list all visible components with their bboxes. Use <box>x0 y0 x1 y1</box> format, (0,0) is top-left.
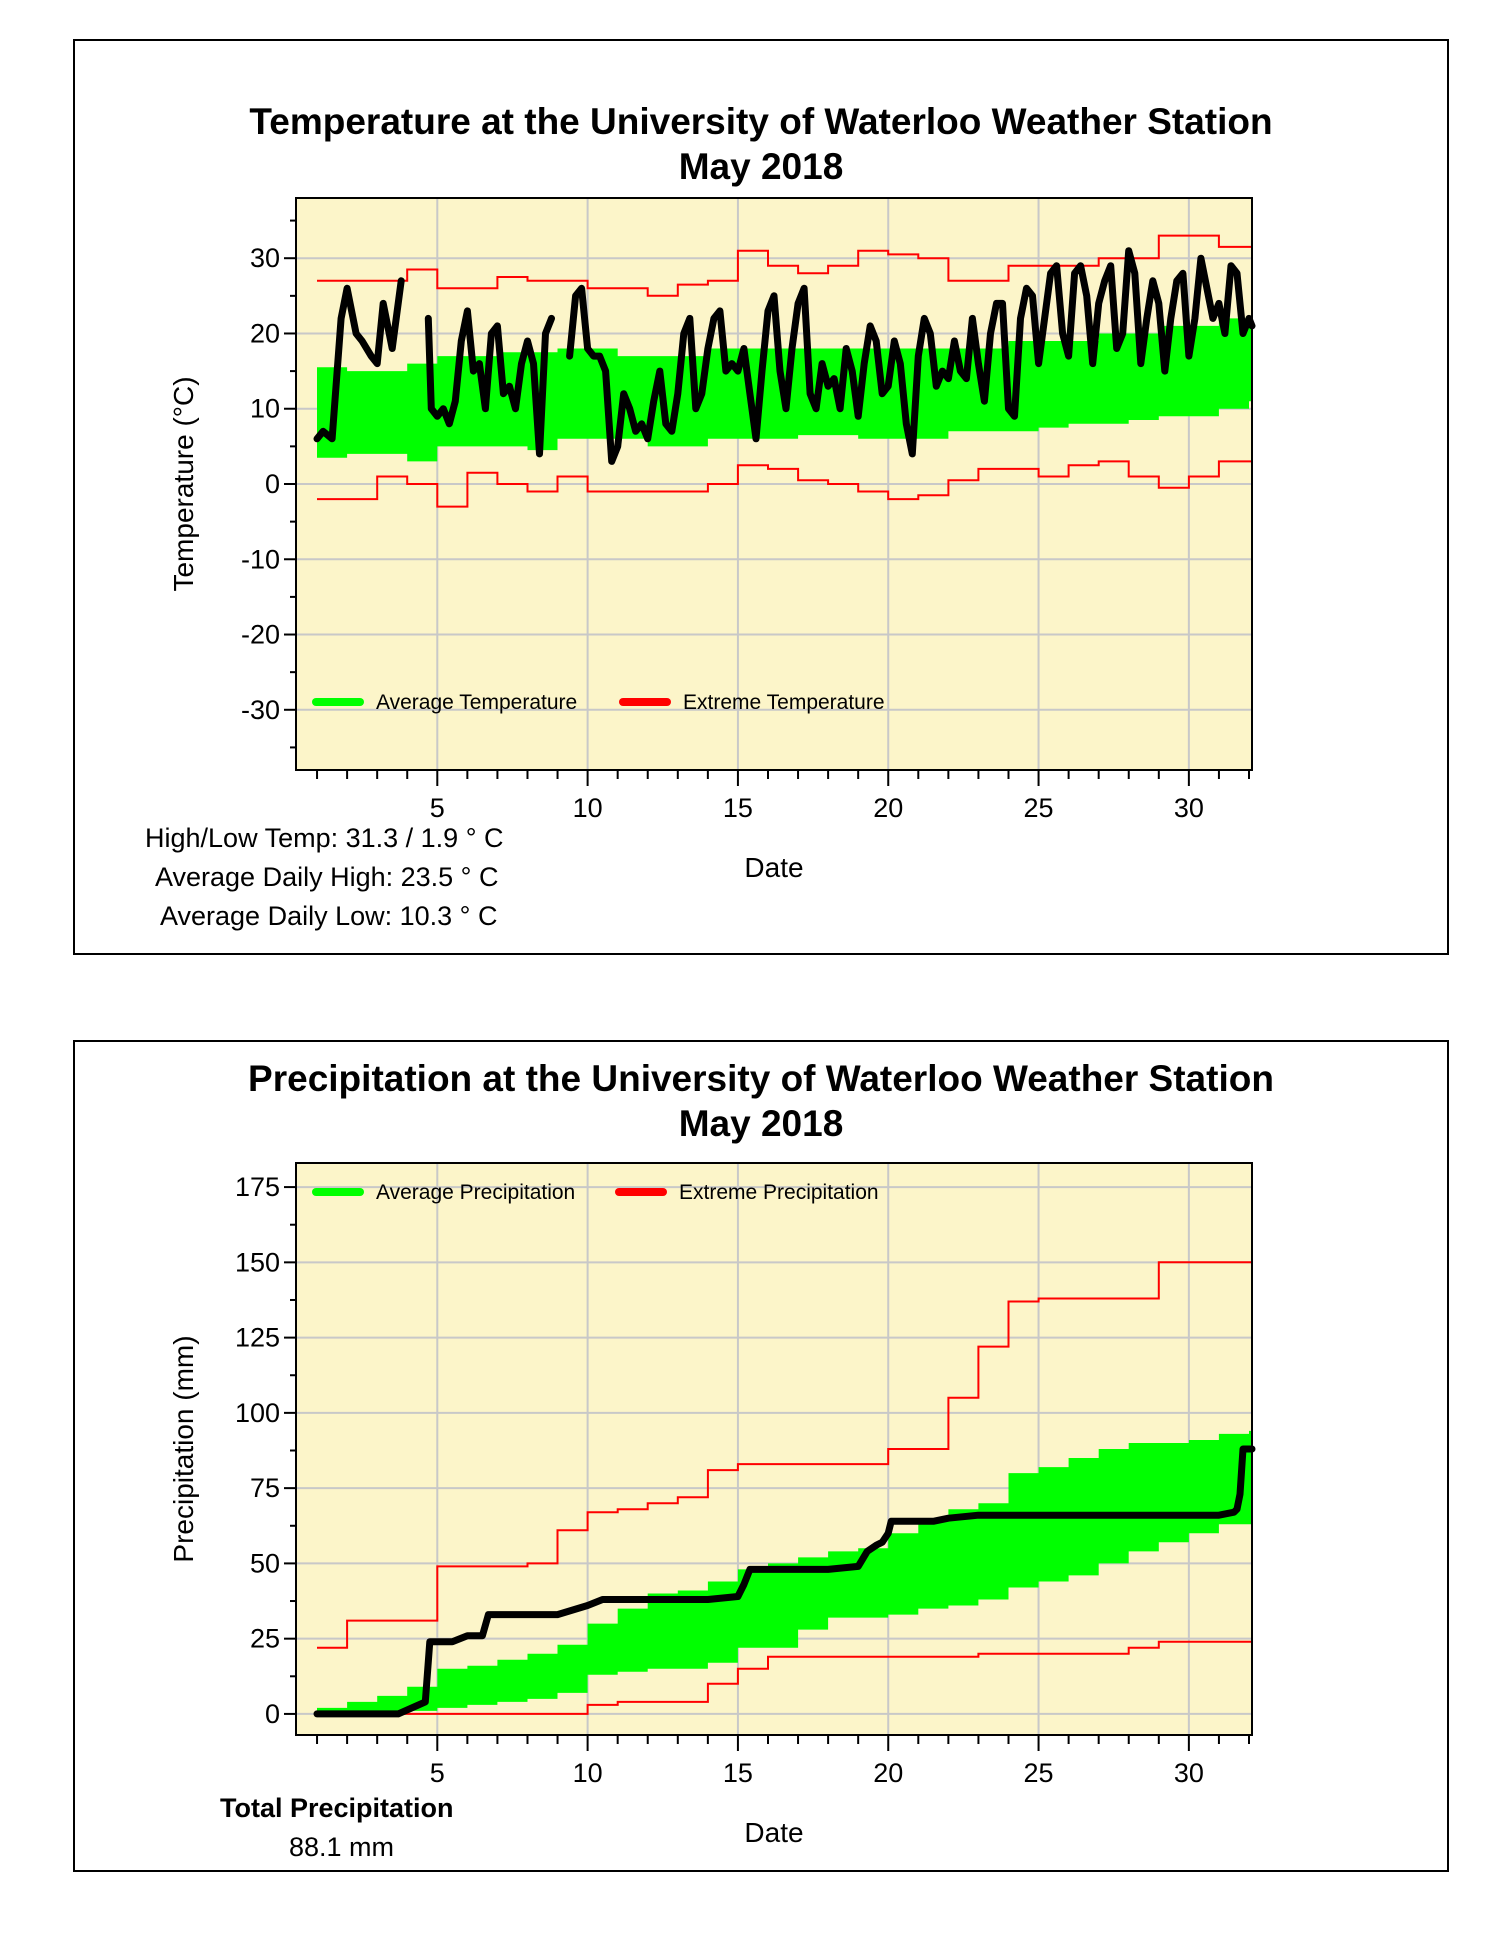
temp-observed-line <box>313 277 405 443</box>
precip-legend-average-label: Average Precipitation <box>376 1181 575 1204</box>
temp-extreme-line <box>317 234 1252 297</box>
precip-x-tick-label: 30 <box>1174 1758 1204 1788</box>
temp-x-tick-label: 30 <box>1174 793 1204 823</box>
precip-plot-frame <box>295 1162 1253 1736</box>
precip-y-tick-label: 150 <box>235 1247 280 1277</box>
precip-extreme-line <box>317 1261 1252 1649</box>
temp-x-axis-label: Date <box>744 852 803 883</box>
average-daily-low-stat: Average Daily Low: 10.3 ° C <box>160 901 498 931</box>
precip-x-tick-label: 25 <box>1024 1758 1054 1788</box>
precipitation-panel: Precipitation at the University of Water… <box>73 1040 1449 1872</box>
precip-y-tick-label: 125 <box>235 1323 280 1353</box>
precip-x-tick-label: 10 <box>573 1758 603 1788</box>
temperature-panel: Temperature at the University of Waterlo… <box>73 39 1449 955</box>
temperature-chart: -30 -20 -10 0 10 20 30 5 10 15 20 25 30 Date Temperatu… <box>168 197 1256 883</box>
temp-x-tick-label: 25 <box>1024 793 1054 823</box>
precip-extreme-line <box>317 1640 1252 1715</box>
precipitation-title-line2: May 2018 <box>678 1103 844 1144</box>
temp-x-tick-label: 20 <box>873 793 903 823</box>
temp-observed-line <box>566 247 1256 465</box>
high-low-temp-stat: High/Low Temp: 31.3 / 1.9 ° C <box>145 823 504 853</box>
temp-x-tick-label: 10 <box>573 793 603 823</box>
precip-y-tick-label: 75 <box>250 1473 280 1503</box>
temp-legend-extreme-label: Extreme Temperature <box>683 691 885 714</box>
precip-y-tick-label: 0 <box>265 1699 280 1729</box>
total-precipitation-value: 88.1 mm <box>289 1832 395 1862</box>
temp-y-tick-label: 30 <box>250 243 280 273</box>
precipitation-title-line1: Precipitation at the University of Water… <box>248 1058 1274 1099</box>
precip-y-tick-label: 25 <box>250 1624 280 1654</box>
precip-y-tick-label: 100 <box>235 1398 280 1428</box>
precip-legend-extreme-label: Extreme Precipitation <box>679 1181 879 1204</box>
precip-y-axis-label: Precipitation (mm) <box>168 1335 199 1562</box>
temp-observed-line <box>424 307 555 458</box>
precip-y-tick-label: 175 <box>235 1172 280 1202</box>
temperature-title-line2: May 2018 <box>678 146 844 187</box>
precip-x-tick-label: 5 <box>430 1758 445 1788</box>
temp-y-tick-label: 0 <box>265 469 280 499</box>
average-daily-high-stat: Average Daily High: 23.5 ° C <box>155 862 499 892</box>
precip-x-axis-label: Date <box>744 1817 803 1848</box>
precip-observed-line <box>313 1445 1256 1718</box>
temp-legend-average-label: Average Temperature <box>376 691 577 714</box>
temp-y-axis-label: Temperature (°C) <box>168 376 199 591</box>
temp-y-tick-label: -30 <box>241 695 280 725</box>
temp-y-tick-label: -20 <box>241 620 280 650</box>
temperature-title-line1: Temperature at the University of Waterlo… <box>249 101 1273 142</box>
precip-x-tick-label: 20 <box>873 1758 903 1788</box>
temp-y-tick-label: -10 <box>241 544 280 574</box>
precip-x-tick-label: 15 <box>723 1758 753 1788</box>
precipitation-chart: 0 25 50 75 100 125 150 175 5 10 15 20 25 30 Date Precip… <box>168 1162 1256 1848</box>
temp-x-tick-label: 5 <box>430 793 445 823</box>
temp-y-tick-label: 20 <box>250 318 280 348</box>
temp-x-tick-label: 15 <box>723 793 753 823</box>
temp-y-tick-label: 10 <box>250 394 280 424</box>
temp-extreme-line <box>317 460 1252 508</box>
total-precipitation-label: Total Precipitation <box>220 1793 454 1823</box>
precip-y-tick-label: 50 <box>250 1548 280 1578</box>
